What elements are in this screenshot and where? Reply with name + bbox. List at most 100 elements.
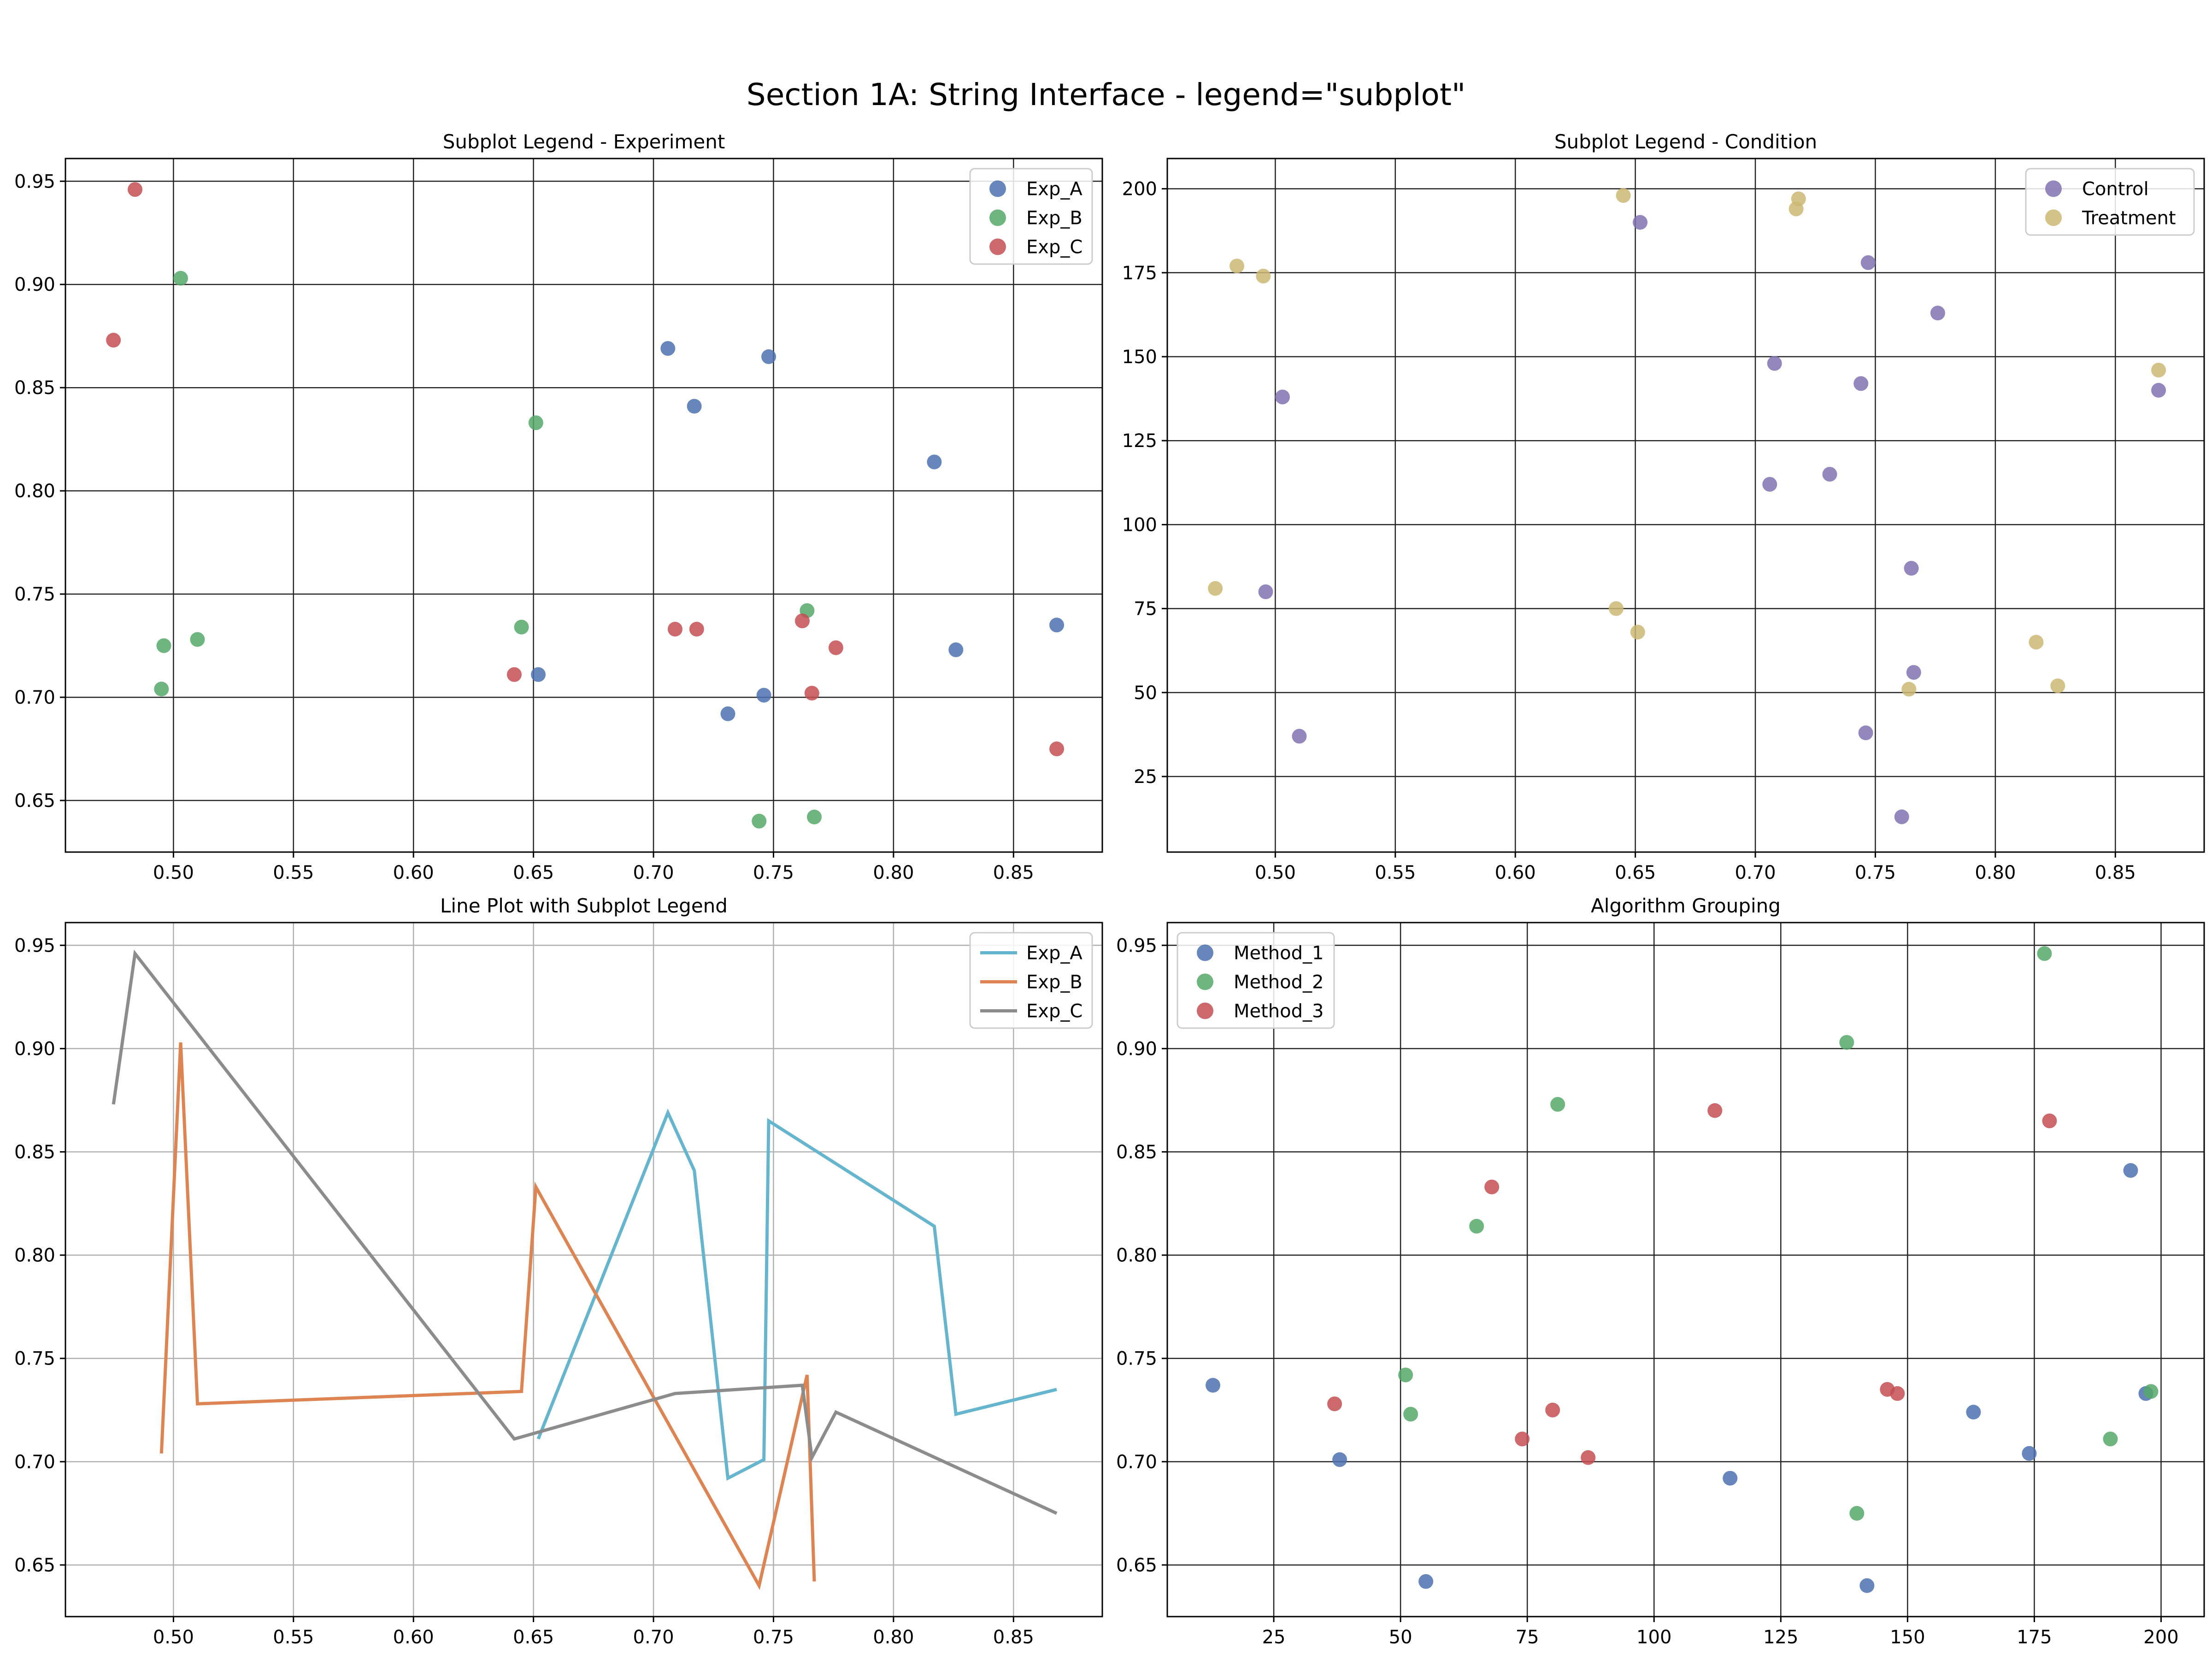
- data-point: [2050, 678, 2065, 694]
- y-tick-label: 0.90: [14, 274, 55, 295]
- series-method-3: [1327, 1103, 2057, 1465]
- legend-item: Treatment: [2045, 208, 2176, 229]
- data-point: [190, 632, 205, 647]
- grid: [1167, 923, 2204, 1617]
- data-point: [1788, 201, 1804, 217]
- data-point: [1616, 188, 1631, 203]
- x-tick-label: 200: [2143, 1627, 2178, 1648]
- data-point: [1767, 356, 1782, 371]
- series-exp-a: [536, 1108, 1057, 1481]
- data-point: [1398, 1367, 1413, 1382]
- legend-item: Control: [2045, 179, 2149, 200]
- data-point: [1258, 584, 1273, 600]
- y-tick-label: 0.95: [14, 935, 55, 956]
- x-tick-label: 0.65: [1615, 862, 1656, 883]
- x-tick-label: 25: [1262, 1627, 1286, 1648]
- series-treatment: [1208, 188, 2166, 697]
- series-line: [536, 1108, 1057, 1481]
- legend-item: Exp_B: [980, 972, 1082, 993]
- legend-item: Exp_C: [989, 237, 1082, 258]
- data-point: [1230, 259, 1245, 274]
- legend-swatch: [989, 180, 1006, 197]
- data-point: [761, 349, 777, 364]
- legend-swatch: [2045, 180, 2062, 197]
- data-point: [506, 667, 522, 682]
- data-point: [1630, 624, 1645, 640]
- x-tick-label: 175: [2017, 1627, 2052, 1648]
- y-tick-label: 0.70: [1116, 1452, 1157, 1473]
- x-tick-label: 50: [1389, 1627, 1412, 1648]
- data-point: [667, 622, 682, 637]
- y-tick-label: 0.75: [14, 1348, 55, 1370]
- data-point: [528, 415, 543, 430]
- series-exp-b: [159, 1042, 816, 1590]
- y-tick-label: 0.95: [14, 171, 55, 192]
- data-point: [1822, 467, 1837, 482]
- plot-area: [1206, 946, 2159, 1593]
- x-tick-label: 0.65: [513, 862, 554, 883]
- legend-label: Treatment: [2082, 208, 2176, 229]
- x-tick-label: 0.55: [273, 862, 314, 883]
- series-exp-a: [531, 341, 1065, 721]
- y-tick-label: 175: [1122, 263, 1157, 284]
- legend-swatch: [1197, 1002, 1213, 1019]
- data-point: [1860, 255, 1876, 270]
- panel-3: 0.50 0.55 0.60 0.65 0.70 0.75 0.80 0.85 0.65 0.70…: [14, 894, 1103, 1648]
- x-tick-label: 0.70: [1735, 862, 1776, 883]
- data-point: [804, 686, 819, 701]
- legend-item: Exp_A: [980, 943, 1082, 964]
- series-line: [159, 1042, 816, 1590]
- panel-title: Algorithm Grouping: [1591, 894, 1781, 917]
- x-tick-label: 0.75: [753, 862, 794, 883]
- data-point: [687, 399, 702, 414]
- data-point: [807, 809, 822, 824]
- legend-item: Method_2: [1197, 972, 1324, 993]
- ticks: 0.50 0.55 0.60 0.65 0.70 0.75 0.80 0.85 0.65 0.70…: [14, 171, 1034, 883]
- y-tick-label: 0.95: [1116, 935, 1157, 956]
- x-tick-label: 0.70: [633, 1627, 674, 1648]
- data-point: [531, 667, 546, 682]
- x-tick-label: 0.80: [873, 1627, 914, 1648]
- legend-label: Exp_A: [1026, 179, 1082, 200]
- figure-title: Section 1A: String Interface - legend="s…: [747, 77, 1465, 112]
- data-point: [1469, 1218, 1484, 1234]
- series-exp-c: [106, 182, 1065, 757]
- legend-swatch: [989, 238, 1006, 255]
- legend-label: Exp_C: [1026, 237, 1082, 258]
- panel-title: Subplot Legend - Condition: [1554, 130, 1817, 153]
- data-point: [1418, 1574, 1434, 1589]
- x-tick-label: 0.50: [153, 1627, 194, 1648]
- axes-frame: [1166, 922, 2205, 1618]
- panel-4: 25 50 75 100 125 150 175 200 0.65 0.70 0.75 0.80 0.8…: [1116, 894, 2205, 1648]
- data-point: [1849, 1506, 1865, 1521]
- data-point: [128, 182, 143, 197]
- data-point: [2022, 1446, 2037, 1461]
- data-point: [1545, 1402, 1560, 1418]
- data-point: [1049, 618, 1065, 633]
- data-point: [1859, 1578, 1875, 1593]
- axes-frame: [1166, 158, 2205, 853]
- x-tick-label: 0.60: [1495, 862, 1536, 883]
- x-tick-label: 0.50: [153, 862, 194, 883]
- x-tick-label: 0.80: [873, 862, 914, 883]
- y-tick-label: 0.85: [1116, 1142, 1157, 1163]
- legend-box: [1177, 932, 1335, 1029]
- legend: Exp_A Exp_B Exp_C: [969, 932, 1093, 1029]
- panel-2: 0.50 0.55 0.60 0.65 0.70 0.75 0.80 0.85 25 50 75 10…: [1122, 130, 2205, 883]
- legend-label: Method_3: [1234, 1001, 1324, 1022]
- data-point: [948, 642, 964, 658]
- legend-label: Exp_C: [1026, 1001, 1082, 1022]
- legend-item: Exp_B: [989, 208, 1082, 229]
- data-point: [1332, 1452, 1347, 1467]
- y-tick-label: 0.80: [1116, 1245, 1157, 1266]
- x-tick-label: 0.75: [753, 1627, 794, 1648]
- series-line: [112, 949, 1058, 1515]
- x-tick-label: 0.85: [993, 1627, 1034, 1648]
- data-point: [106, 333, 121, 348]
- data-point: [1762, 477, 1777, 492]
- plot-area: [112, 949, 1058, 1590]
- y-tick-label: 150: [1122, 347, 1157, 368]
- data-point: [1292, 729, 1307, 744]
